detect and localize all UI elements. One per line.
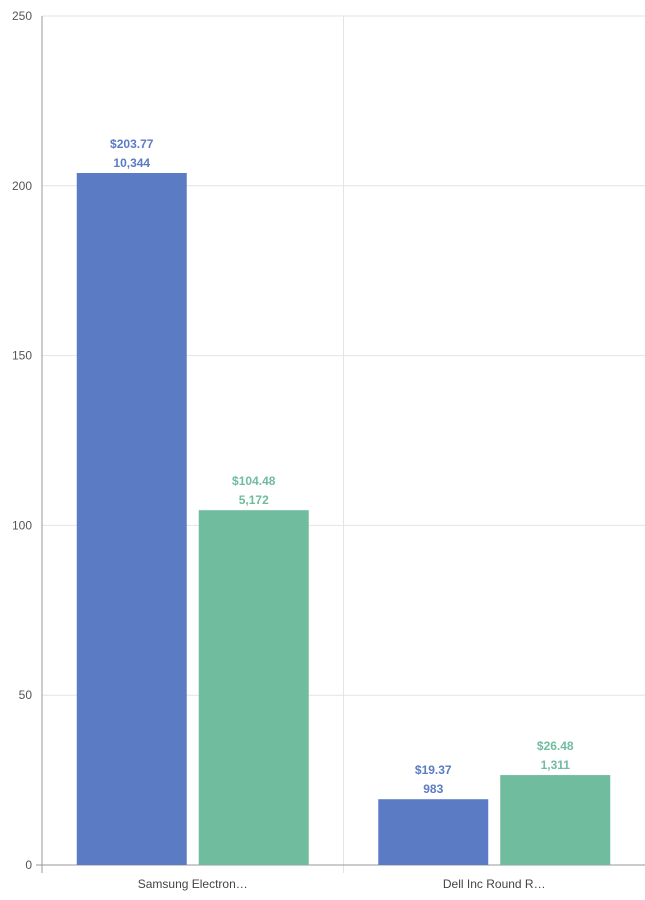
y-tick-label: 0: [25, 858, 32, 872]
count-label: 983: [423, 782, 443, 796]
value-label: $19.37: [415, 763, 452, 777]
value-label: $104.48: [232, 474, 276, 488]
y-tick-label: 150: [12, 349, 32, 363]
y-tick-label: 50: [19, 688, 33, 702]
x-category-label: Dell Inc Round R…: [443, 877, 546, 891]
bar: [198, 510, 309, 865]
bar: [76, 172, 187, 866]
count-label: 5,172: [239, 493, 269, 507]
x-category-label: Samsung Electron…: [138, 877, 248, 891]
bar: [500, 775, 611, 865]
bar-layer: [76, 172, 611, 866]
label-layer: $203.77 10,344 $104.48 5,172 $19.37 983 $26.48…: [110, 137, 574, 796]
count-label: 1,311: [541, 758, 571, 772]
bar: [378, 799, 489, 865]
count-label: 10,344: [113, 156, 150, 170]
y-tick-label: 100: [12, 518, 32, 532]
value-label: $26.48: [537, 739, 574, 753]
y-tick-label: 200: [12, 179, 32, 193]
value-label: $203.77: [110, 137, 154, 151]
y-tick-label: 250: [12, 9, 32, 23]
